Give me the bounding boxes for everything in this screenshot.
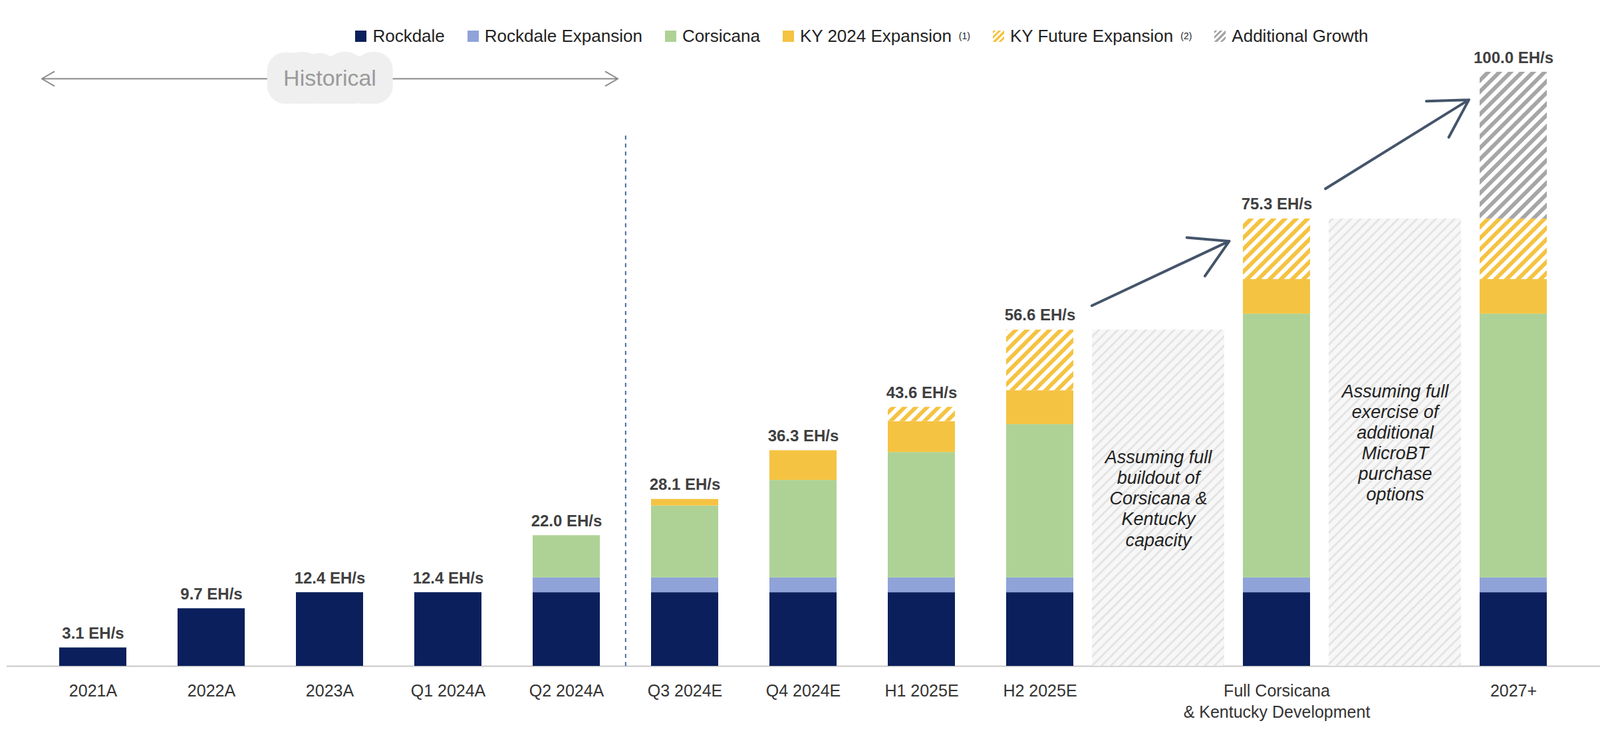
svg-text:75.3 EH/s: 75.3 EH/s [1241, 194, 1313, 213]
svg-text:3.1 EH/s: 3.1 EH/s [61, 624, 124, 643]
svg-text:Q3 2024E: Q3 2024E [647, 681, 723, 701]
html-text:Rockdale: Rockdale [372, 25, 445, 46]
svg-text:56.6 EH/s: 56.6 EH/s [1004, 305, 1076, 324]
svg-text:12.4 EH/s: 12.4 EH/s [412, 569, 485, 588]
svg-text:H2 2025E: H2 2025E [1002, 681, 1077, 701]
svg-text:9.7 EH/s: 9.7 EH/s [180, 585, 243, 604]
svg-text:2023A: 2023A [305, 681, 355, 701]
svg-text:36.3 EH/s: 36.3 EH/s [768, 426, 840, 445]
svg-text:Q4 2024E: Q4 2024E [766, 681, 842, 701]
svg-text:Q1 2024A: Q1 2024A [410, 681, 487, 701]
svg-text:Assuming fullbuildout ofCorsic: Assuming fullbuildout ofCorsicana &Kentu… [1103, 447, 1213, 550]
svg-text:43.6 EH/s: 43.6 EH/s [886, 383, 958, 402]
svg-text:22.0 EH/s: 22.0 EH/s [531, 512, 603, 531]
svg-text:12.4 EH/s: 12.4 EH/s [294, 569, 366, 588]
svg-text:Q2 2024A: Q2 2024A [529, 681, 605, 701]
html-text:Rockdale Expansion: Rockdale Expansion [484, 25, 643, 46]
svg-text:2022A: 2022A [187, 681, 237, 701]
svg-text:2021A: 2021A [69, 681, 118, 701]
svg-text:Full Corsicana& Kentucky Devel: Full Corsicana& Kentucky Development [1183, 681, 1371, 723]
svg-text:100.0 EH/s: 100.0 EH/s [1473, 48, 1554, 67]
html-text:Corsicana: Corsicana [682, 25, 761, 46]
svg-text:Historical: Historical [283, 65, 377, 91]
svg-text:28.1 EH/s: 28.1 EH/s [649, 475, 721, 494]
html-text:Additional Growth: Additional Growth [1231, 25, 1369, 46]
svg-text:Assuming fullexercise ofadditi: Assuming fullexercise ofadditionalMicroB… [1340, 381, 1450, 505]
svg-text:H1 2025E: H1 2025E [884, 681, 959, 701]
html-text:KY Future Expansion (2): KY Future Expansion (2) [1010, 25, 1192, 46]
svg-text:2027+: 2027+ [1490, 681, 1537, 701]
html-text:KY 2024 Expansion (1): KY 2024 Expansion (1) [799, 25, 971, 46]
